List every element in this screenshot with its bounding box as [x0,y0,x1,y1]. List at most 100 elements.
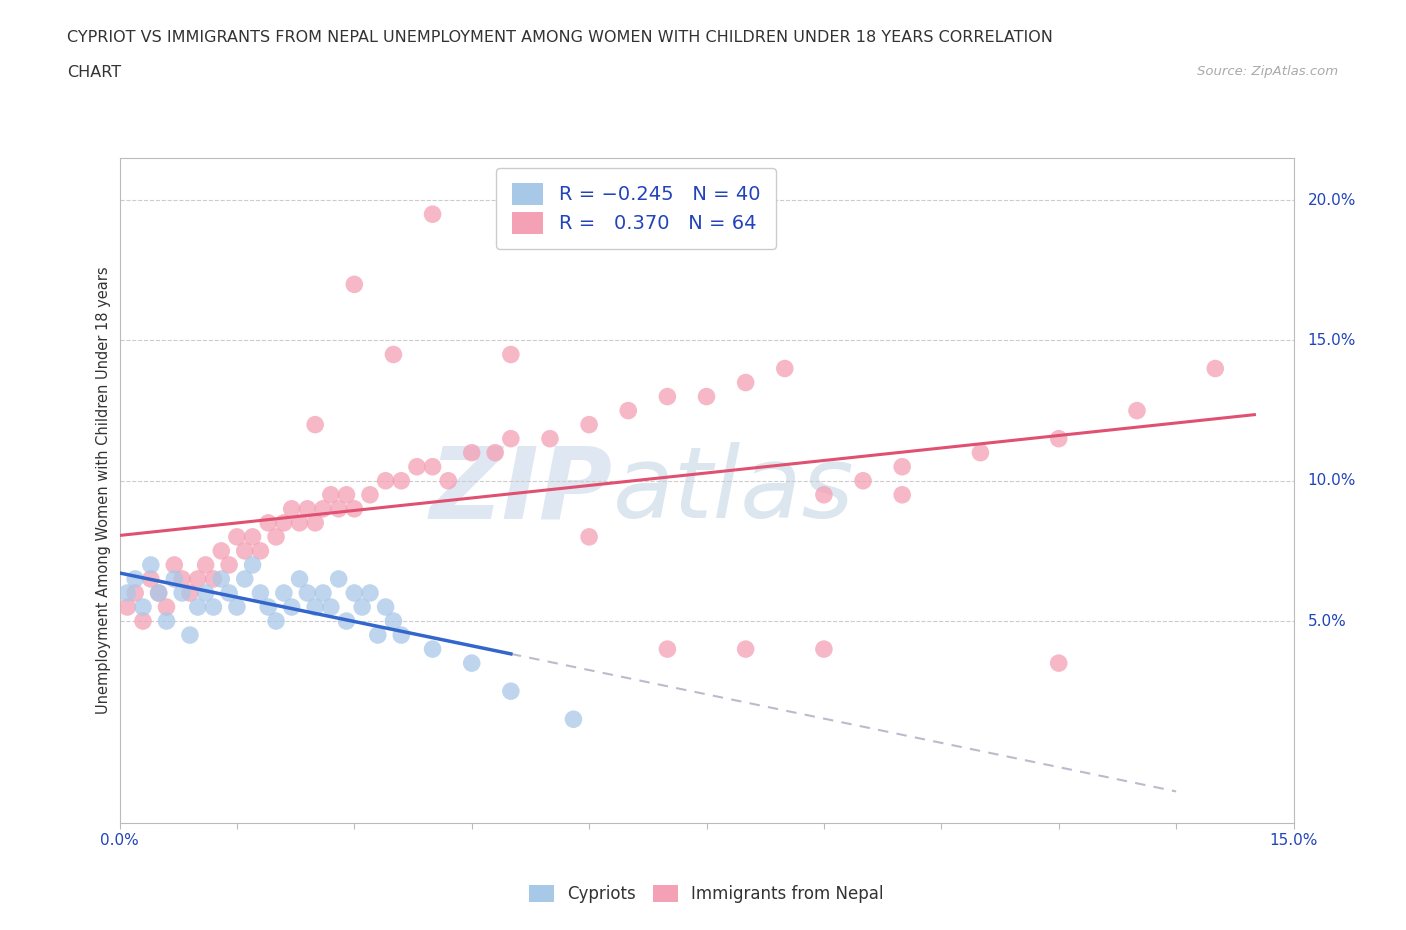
Point [499,347,522,362]
Point [202,600,225,615]
Point [382,614,405,629]
Point [335,487,357,502]
Point [117,586,139,601]
Point [312,586,335,601]
Point [328,501,350,516]
Point [367,628,389,643]
Point [891,487,914,502]
Point [1047,656,1070,671]
Point [359,487,381,502]
Point [172,572,194,587]
Point [117,600,139,615]
Point [264,529,287,544]
Text: CYPRIOT VS IMMIGRANTS FROM NEPAL UNEMPLOYMENT AMONG WOMEN WITH CHILDREN UNDER 18: CYPRIOT VS IMMIGRANTS FROM NEPAL UNEMPLO… [67,30,1053,45]
Point [297,586,319,601]
Text: 5.0%: 5.0% [1308,614,1346,629]
Point [209,543,232,558]
Point [209,572,232,587]
Point [499,432,522,446]
Point [163,557,186,572]
Point [617,404,640,418]
Point [1047,432,1070,446]
Point [132,600,155,615]
Point [187,600,209,615]
Point [132,614,155,629]
Point [328,572,350,587]
Point [460,656,484,671]
Point [124,572,146,587]
Point [280,600,302,615]
Point [257,515,280,530]
Point [249,586,271,601]
Text: 20.0%: 20.0% [1308,193,1355,207]
Point [343,586,366,601]
Point [343,277,366,292]
Point [1126,404,1149,418]
Point [155,614,177,629]
Point [484,445,506,460]
Point [233,543,256,558]
Point [202,572,225,587]
Point [382,347,405,362]
Text: ZIP: ZIP [430,442,613,539]
Point [225,600,249,615]
Text: 15.0%: 15.0% [1308,333,1355,348]
Point [218,557,240,572]
Point [813,642,835,657]
Point [813,487,835,502]
Point [273,586,295,601]
Point [852,473,875,488]
Point [891,459,914,474]
Text: 10.0%: 10.0% [1308,473,1355,488]
Point [148,586,170,601]
Point [422,642,444,657]
Point [437,473,460,488]
Point [288,515,311,530]
Point [148,586,170,601]
Point [242,557,264,572]
Legend: Cypriots, Immigrants from Nepal: Cypriots, Immigrants from Nepal [523,878,890,910]
Y-axis label: Unemployment Among Women with Children Under 18 years: Unemployment Among Women with Children U… [96,267,111,714]
Point [304,600,326,615]
Point [280,501,302,516]
Point [225,529,249,544]
Point [374,600,396,615]
Text: CHART: CHART [67,65,121,80]
Point [969,445,991,460]
Point [218,586,240,601]
Point [422,459,444,474]
Point [578,529,600,544]
Point [343,501,366,516]
Point [773,361,796,376]
Point [304,515,326,530]
Point [406,459,429,474]
Point [194,586,217,601]
Point [460,445,484,460]
Point [312,501,335,516]
Text: atlas: atlas [613,442,855,539]
Point [538,432,561,446]
Point [696,389,718,404]
Point [422,206,444,221]
Point [389,628,412,643]
Text: Source: ZipAtlas.com: Source: ZipAtlas.com [1198,65,1339,78]
Point [657,389,679,404]
Point [233,572,256,587]
Point [139,572,162,587]
Point [734,375,756,390]
Point [172,586,194,601]
Point [257,600,280,615]
Point [1204,361,1226,376]
Point [335,614,357,629]
Point [139,557,162,572]
Point [319,600,342,615]
Point [657,642,679,657]
Point [124,586,146,601]
Point [319,487,342,502]
Point [352,600,374,615]
Point [389,473,412,488]
Point [179,628,201,643]
Point [374,473,396,488]
Point [249,543,271,558]
Point [242,529,264,544]
